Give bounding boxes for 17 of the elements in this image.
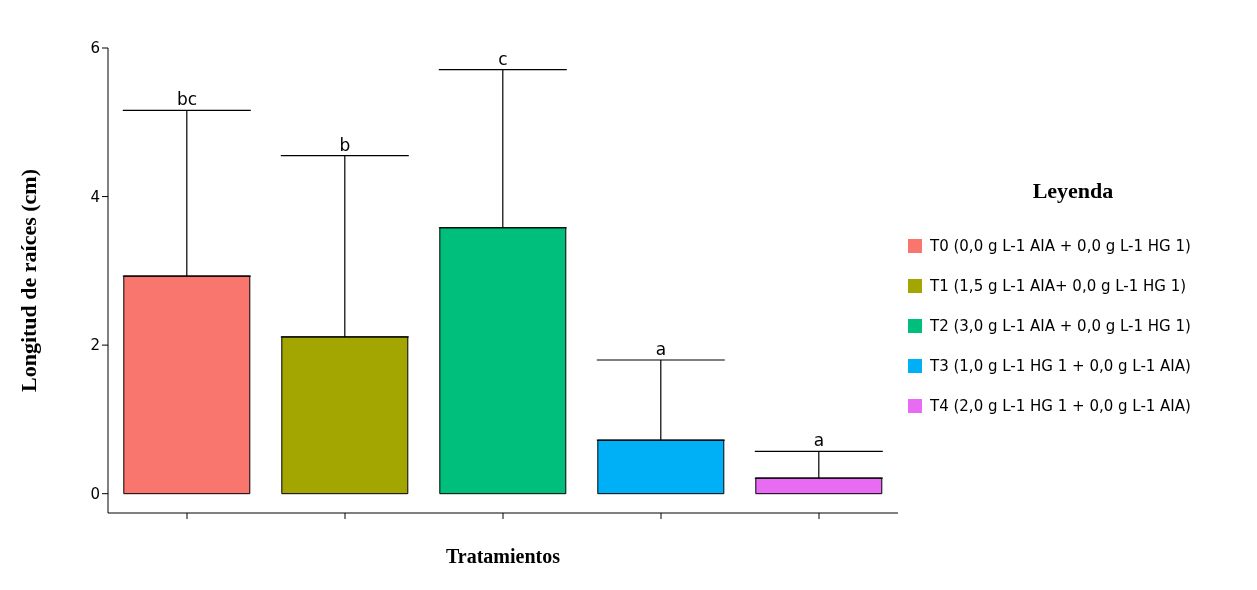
annotation: c — [498, 48, 508, 69]
y-tick-label: 2 — [90, 336, 100, 355]
annotation: bc — [176, 89, 198, 110]
legend-label: T4 (2,0 g L-1 HG 1 + 0,0 g L-1 AIA) — [930, 397, 1191, 415]
x-axis-title: Tratamientos — [445, 545, 561, 567]
y-tick-label: 6 — [90, 39, 100, 58]
legend-label: T0 (0,0 g L-1 AIA + 0,0 g L-1 HG 1) — [930, 237, 1191, 255]
annotation: a — [813, 430, 825, 451]
legend-label: T3 (1,0 g L-1 HG 1 + 0,0 g L-1 AIA) — [930, 357, 1191, 375]
y-tick-label: 4 — [90, 187, 100, 206]
annotation: a — [655, 338, 667, 359]
legend-title: Leyenda — [1031, 178, 1115, 204]
legend-label: T1 (1,5 g L-1 AIA+ 0,0 g L-1 HG 1) — [930, 277, 1187, 295]
y-axis-title: Longitud de raíces (cm) — [15, 168, 41, 393]
legend-label: T2 (3,0 g L-1 AIA + 0,0 g L-1 HG 1) — [930, 317, 1191, 335]
y-tick-label: 0 — [90, 485, 100, 504]
annotation: b — [339, 134, 351, 155]
